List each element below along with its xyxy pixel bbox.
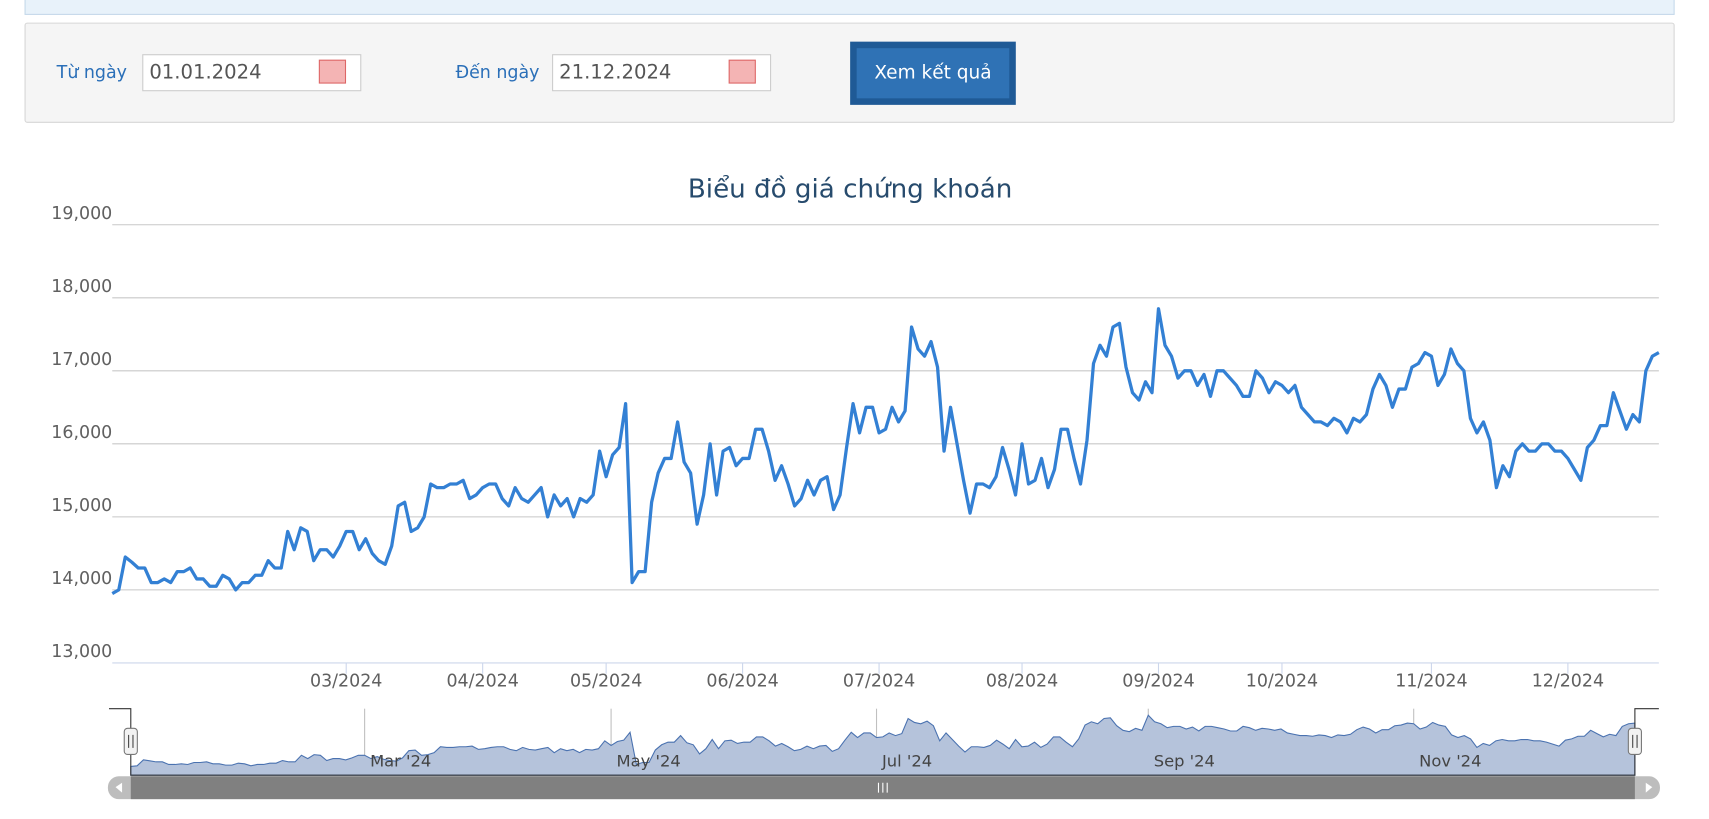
navigator-handle[interactable] <box>1627 727 1642 756</box>
submit-button[interactable] <box>856 48 1010 99</box>
navigator-label: Jul '24 <box>881 752 932 771</box>
from-input[interactable]: 01.01.2024 <box>142 54 362 92</box>
y-tick-label: 15,000 <box>51 496 112 516</box>
navigator-label: Mar '24 <box>370 752 431 771</box>
x-tick-label: 10/2024 <box>1246 671 1318 691</box>
x-tick-label: 09/2024 <box>1122 671 1194 691</box>
filter-box <box>24 22 1675 123</box>
x-tick-label: 07/2024 <box>843 671 915 691</box>
handle-grip[interactable] <box>128 734 134 748</box>
calendar-icon[interactable] <box>728 59 756 84</box>
y-tick-label: 14,000 <box>51 569 112 589</box>
y-tick-label: 19,000 <box>51 204 112 224</box>
scroll-right[interactable] <box>1645 782 1653 793</box>
handle-body[interactable] <box>1627 727 1642 756</box>
header-strip <box>24 0 1675 15</box>
price-line <box>111 307 1660 595</box>
scroll-left[interactable] <box>115 782 123 793</box>
submit-button-label[interactable]: Xem kết quả <box>874 62 991 84</box>
calendar-icon[interactable] <box>318 59 347 84</box>
x-tick-label: 06/2024 <box>706 671 778 691</box>
y-tick-label: 17,000 <box>51 350 112 370</box>
x-tick-label: 05/2024 <box>570 671 642 691</box>
y-tick-label: 18,000 <box>51 277 112 297</box>
x-tick-label: 04/2024 <box>446 671 518 691</box>
x-tick-label: 12/2024 <box>1532 671 1604 691</box>
to-label: Đến ngày <box>456 62 540 83</box>
navigator-label: May '24 <box>617 752 681 771</box>
to-input[interactable]: 21.12.2024 <box>552 54 772 92</box>
handle-body[interactable] <box>123 727 138 756</box>
navigator-area <box>130 714 1636 776</box>
navigator-label: Sep '24 <box>1154 752 1215 771</box>
x-tick-label: 08/2024 <box>986 671 1058 691</box>
from-input-value[interactable]: 01.01.2024 <box>149 61 261 84</box>
y-tick-label: 16,000 <box>51 423 112 443</box>
scrollbar-grip[interactable] <box>877 782 888 793</box>
y-tick-label: 13,000 <box>51 642 112 662</box>
x-tick-label: 03/2024 <box>310 671 382 691</box>
to-input-value[interactable]: 21.12.2024 <box>559 61 671 84</box>
navigator-outline <box>108 708 1659 776</box>
x-tick-label: 11/2024 <box>1395 671 1467 691</box>
chart-title: Biểu đồ giá chứng khoán <box>688 173 1013 204</box>
handle-grip[interactable] <box>1632 734 1638 748</box>
navigator-label: Nov '24 <box>1419 752 1481 771</box>
from-label: Từ ngày <box>56 63 127 83</box>
navigator-handle[interactable] <box>123 727 138 756</box>
